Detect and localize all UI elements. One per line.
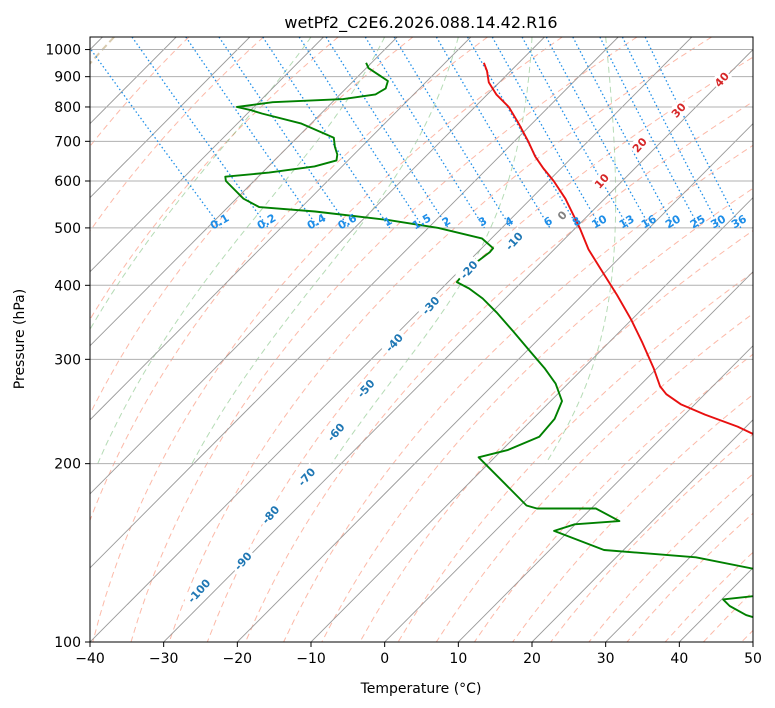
isotherm-label-bg bbox=[667, 98, 689, 121]
mixing-ratio-line bbox=[185, 37, 319, 229]
mixing-ratio-line bbox=[572, 37, 676, 229]
mixing-ratio-line bbox=[262, 37, 391, 229]
x-tick-label: −20 bbox=[223, 651, 253, 667]
dry-adiabat bbox=[435, 312, 753, 642]
isotherm-label-bg bbox=[500, 227, 527, 255]
y-tick-label: 600 bbox=[54, 174, 81, 190]
mixing-ratio-line bbox=[90, 47, 222, 229]
dry-adiabat bbox=[92, 37, 563, 642]
y-tick-label: 800 bbox=[54, 100, 81, 116]
isotherm-line bbox=[90, 37, 619, 569]
isotherm-line bbox=[531, 419, 753, 642]
isotherm-line bbox=[384, 271, 753, 642]
mixing-ratio-line bbox=[545, 37, 652, 229]
y-axis-label: Pressure (hPa) bbox=[12, 289, 28, 389]
x-tick-label: 10 bbox=[449, 651, 467, 667]
y-tick-label: 100 bbox=[54, 635, 81, 651]
moist-adiabat bbox=[97, 37, 386, 464]
x-tick-label: −10 bbox=[296, 651, 326, 667]
isotherm-label-bg bbox=[417, 291, 444, 319]
mixing-ratio-line bbox=[393, 37, 512, 229]
y-tick-label: 200 bbox=[54, 457, 81, 473]
x-tick-label: −40 bbox=[75, 651, 105, 667]
isotherm-label-bg bbox=[553, 206, 571, 224]
isotherm-label-bg bbox=[322, 418, 349, 446]
dry-adiabat bbox=[130, 37, 638, 642]
moist-adiabat bbox=[191, 37, 459, 464]
isotherm-label-bg bbox=[292, 462, 320, 491]
y-tick-label: 400 bbox=[54, 278, 81, 294]
isotherm-line bbox=[90, 37, 324, 273]
isotherm-line bbox=[605, 493, 753, 642]
isotherm-label-bg bbox=[590, 169, 613, 192]
y-tick-label: 900 bbox=[54, 70, 81, 86]
dry-adiabat bbox=[90, 37, 264, 232]
chart-title: wetPf2_C2E6.2026.088.14.42.R16 bbox=[284, 13, 557, 33]
isotherm-label-bg bbox=[380, 328, 407, 357]
mixing-ratio-line bbox=[621, 37, 721, 229]
y-tick-label: 700 bbox=[54, 134, 81, 150]
x-tick-label: 20 bbox=[523, 651, 541, 667]
isotherm-line bbox=[90, 37, 472, 421]
dry-adiabat bbox=[512, 393, 753, 642]
y-tick-label: 1000 bbox=[45, 43, 81, 59]
isotherm-label-bg bbox=[229, 547, 256, 575]
isotherm-line bbox=[163, 48, 753, 642]
y-axis: 100 200 300 400 500 600 700 800 900 1000 bbox=[45, 43, 90, 651]
isotherm-line bbox=[310, 197, 753, 642]
dry-adiabat bbox=[90, 37, 414, 416]
temperature-trace bbox=[483, 62, 753, 436]
x-tick-label: 0 bbox=[380, 651, 389, 667]
isotherm-label-bg bbox=[352, 374, 379, 402]
moist-adiabat bbox=[90, 37, 312, 331]
x-tick-label: 40 bbox=[670, 651, 688, 667]
y-tick-label: 500 bbox=[54, 221, 81, 237]
y-tick-label: 300 bbox=[54, 352, 81, 368]
moist-adiabat bbox=[331, 37, 533, 464]
isotherm-line bbox=[90, 37, 545, 495]
mixing-ratio-line bbox=[298, 37, 424, 229]
x-tick-label: 30 bbox=[597, 651, 615, 667]
mixing-ratio-line bbox=[325, 37, 449, 229]
isotherm-line bbox=[236, 123, 753, 642]
x-axis-label: Temperature (°C) bbox=[360, 681, 482, 697]
isotherm-line bbox=[457, 345, 753, 642]
dry-adiabat bbox=[245, 101, 753, 642]
isotherm-label-bg bbox=[455, 255, 482, 284]
mixing-ratio-lines bbox=[90, 37, 742, 229]
mixing-ratio-line bbox=[131, 37, 269, 229]
isotherm-line bbox=[90, 37, 251, 199]
isotherm-label-bg bbox=[628, 133, 650, 156]
dry-adiabat bbox=[473, 353, 753, 642]
moist-adiabats bbox=[90, 37, 617, 464]
x-tick-label: −30 bbox=[149, 651, 179, 667]
isotherm-line bbox=[90, 37, 398, 347]
dry-adiabat bbox=[168, 37, 712, 642]
dry-adiabat bbox=[90, 37, 339, 321]
isotherm-label-bg bbox=[710, 68, 733, 91]
dry-adiabat bbox=[321, 187, 753, 642]
mixing-ratio-line bbox=[644, 37, 742, 229]
x-axis: −40 −30 −20 −10 0 10 20 30 40 50 bbox=[75, 642, 762, 667]
isotherm-label-bg bbox=[256, 500, 284, 529]
mixing-ratio-line bbox=[218, 37, 350, 229]
x-tick-label: 50 bbox=[744, 651, 762, 667]
moist-adiabat bbox=[545, 37, 617, 464]
isotherm-label-bg bbox=[182, 574, 215, 607]
plot-frame bbox=[89, 36, 754, 643]
